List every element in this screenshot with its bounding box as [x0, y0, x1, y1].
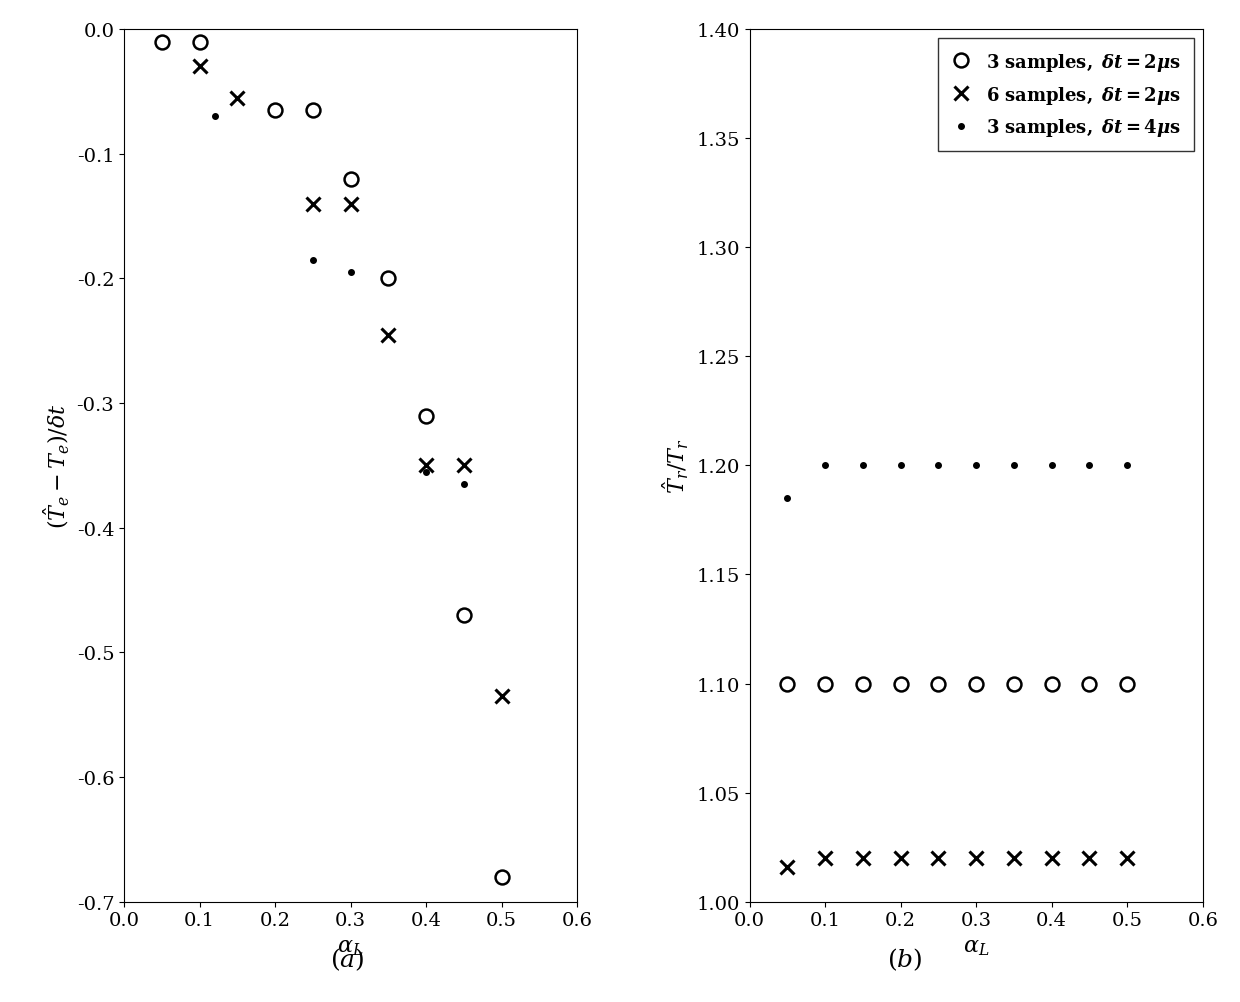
Y-axis label: $(\hat{T}_e - T_e)/\delta t$: $(\hat{T}_e - T_e)/\delta t$ — [41, 403, 71, 529]
X-axis label: $\alpha_L$: $\alpha_L$ — [963, 935, 990, 957]
Legend: $\mathbf{3\ samples,\ } \boldsymbol{\delta t = 2\mu}\mathbf{s}$, $\mathbf{6\ sam: $\mathbf{3\ samples,\ } \boldsymbol{\del… — [937, 39, 1194, 152]
Text: $\mathit{(b)}$: $\mathit{(b)}$ — [888, 945, 923, 972]
X-axis label: $\alpha_L$: $\alpha_L$ — [337, 935, 363, 957]
Y-axis label: $\hat{T}_r/T_r$: $\hat{T}_r/T_r$ — [661, 438, 691, 494]
Text: $\mathit{(a)}$: $\mathit{(a)}$ — [330, 945, 365, 972]
